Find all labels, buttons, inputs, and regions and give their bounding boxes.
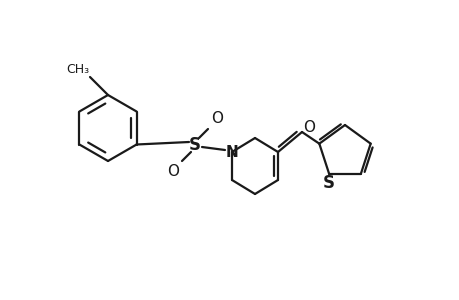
- Text: O: O: [211, 110, 223, 125]
- Text: CH₃: CH₃: [66, 62, 90, 76]
- Text: O: O: [167, 164, 179, 179]
- Text: S: S: [189, 136, 201, 154]
- Text: N: N: [225, 145, 238, 160]
- Text: O: O: [302, 119, 314, 134]
- Text: S: S: [322, 174, 335, 192]
